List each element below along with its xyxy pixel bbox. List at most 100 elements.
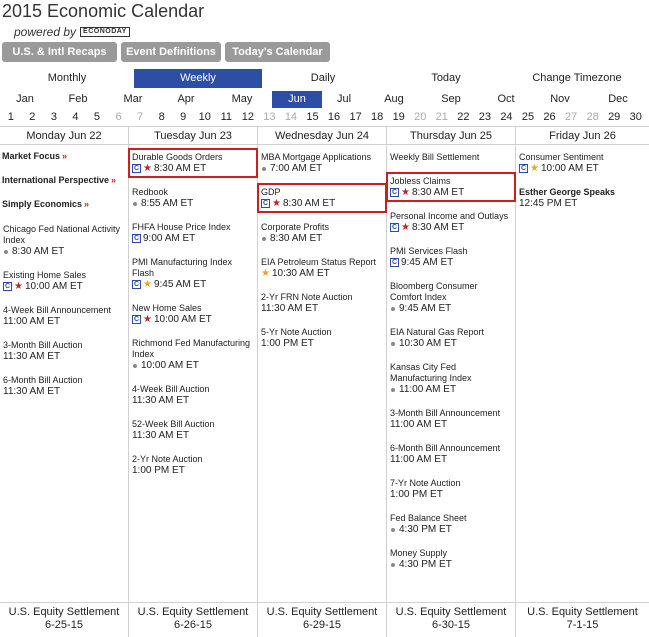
event-name[interactable]: GDP — [261, 187, 281, 197]
calendar-event[interactable]: Personal Income and Outlays C ★ 8:30 AM ET — [389, 210, 513, 234]
settlement-footer[interactable]: U.S. Equity Settlement 6-25-15 — [0, 602, 129, 637]
econoday-logo[interactable]: ECONODAY — [80, 27, 130, 37]
calendar-event[interactable]: Chicago Fed National Activity Index 8:30 … — [2, 223, 126, 258]
consensus-icon[interactable]: C — [519, 164, 528, 173]
day-30[interactable]: 30 — [629, 111, 642, 123]
month-sep[interactable]: Sep — [441, 93, 461, 105]
day-column-header[interactable]: Tuesday Jun 23 — [129, 127, 257, 145]
event-name[interactable]: 3-Month Bill Auction — [3, 340, 83, 350]
event-name[interactable]: 6-Month Bill Auction — [3, 375, 83, 385]
event-name[interactable]: New Home Sales — [132, 303, 202, 313]
event-name[interactable]: Durable Goods Orders — [132, 152, 223, 162]
event-name[interactable]: MBA Mortgage Applications — [261, 152, 372, 162]
day-12[interactable]: 12 — [241, 111, 254, 123]
calendar-event[interactable]: Fed Balance Sheet 4:30 PM ET — [389, 512, 513, 536]
settlement-footer[interactable]: U.S. Equity Settlement 6-30-15 — [387, 602, 516, 637]
day-21[interactable]: 21 — [435, 111, 448, 123]
highlighted-event[interactable]: GDP C ★ 8:30 AM ET — [257, 183, 387, 213]
day-20[interactable]: 20 — [414, 111, 427, 123]
event-name[interactable]: Kansas City Fed Manufacturing Index — [390, 362, 472, 383]
consensus-icon[interactable]: C — [390, 188, 399, 197]
calendar-event[interactable]: Redbook 8:55 AM ET — [131, 186, 255, 210]
day-8[interactable]: 8 — [158, 111, 165, 123]
event-name[interactable]: Fed Balance Sheet — [390, 513, 467, 523]
market-link-label[interactable]: International Perspective — [2, 175, 110, 185]
event-name[interactable]: Money Supply — [390, 548, 448, 558]
todays-calendar-button[interactable]: Today's Calendar — [225, 42, 330, 62]
day-column-header[interactable]: Monday Jun 22 — [0, 127, 128, 145]
day-23[interactable]: 23 — [478, 111, 492, 123]
event-name[interactable]: Bloomberg Consumer Comfort Index — [390, 281, 478, 302]
day-6[interactable]: 6 — [115, 111, 122, 123]
calendar-event[interactable]: Existing Home Sales C ★ 10:00 AM ET — [2, 269, 126, 293]
day-29[interactable]: 29 — [608, 111, 621, 123]
change-timezone-link[interactable]: Change Timezone — [532, 72, 622, 84]
day-19[interactable]: 19 — [392, 111, 405, 123]
month-apr[interactable]: Apr — [177, 93, 195, 105]
calendar-event[interactable]: PMI Manufacturing Index Flash C ★ 9:45 AM E… — [131, 256, 255, 291]
consensus-icon[interactable]: C — [132, 280, 141, 289]
day-10[interactable]: 10 — [198, 111, 211, 123]
calendar-event[interactable]: 6-Month Bill Auction 11:30 AM ET — [2, 374, 126, 398]
calendar-event[interactable]: 4-Week Bill Announcement 11:00 AM ET — [2, 304, 126, 328]
event-name[interactable]: Personal Income and Outlays — [390, 211, 509, 221]
calendar-event[interactable]: 3-Month Bill Auction 11:30 AM ET — [2, 339, 126, 363]
event-name[interactable]: Consumer Sentiment — [519, 152, 604, 162]
calendar-event[interactable]: FHFA House Price Index C 9:00 AM ET — [131, 221, 255, 245]
month-dec[interactable]: Dec — [608, 93, 628, 105]
day-17[interactable]: 17 — [349, 111, 362, 123]
consensus-icon[interactable]: C — [261, 199, 270, 208]
calendar-event[interactable]: Money Supply 4:30 PM ET — [389, 547, 513, 571]
market-link-label[interactable]: Simply Economics — [2, 199, 83, 209]
event-name[interactable]: 7-Yr Note Auction — [390, 478, 461, 488]
tab-weekly[interactable]: Weekly — [134, 69, 262, 88]
day-7[interactable]: 7 — [137, 111, 144, 123]
month-nov[interactable]: Nov — [550, 93, 570, 105]
day-25[interactable]: 25 — [521, 111, 535, 123]
month-jun[interactable]: Jun — [272, 91, 322, 108]
consensus-icon[interactable]: C — [390, 258, 399, 267]
consensus-icon[interactable]: C — [3, 282, 12, 291]
month-mar[interactable]: Mar — [123, 93, 143, 105]
event-name[interactable]: PMI Services Flash — [390, 246, 468, 256]
day-column-header[interactable]: Friday Jun 26 — [516, 127, 649, 145]
calendar-event[interactable]: 3-Month Bill Announcement 11:00 AM ET — [389, 407, 513, 431]
calendar-event[interactable]: 52-Week Bill Auction 11:30 AM ET — [131, 418, 255, 442]
day-14[interactable]: 14 — [284, 111, 298, 123]
event-name[interactable]: EIA Natural Gas Report — [390, 327, 485, 337]
calendar-event[interactable]: Bloomberg Consumer Comfort Index 9:45 AM … — [389, 280, 513, 315]
month-jul[interactable]: Jul — [336, 93, 352, 105]
day-column-header[interactable]: Thursday Jun 25 — [387, 127, 515, 145]
calendar-event[interactable]: Corporate Profits 8:30 AM ET — [260, 221, 384, 245]
day-15[interactable]: 15 — [306, 111, 319, 123]
day-24[interactable]: 24 — [500, 111, 513, 123]
market-link-label[interactable]: Market Focus — [2, 151, 61, 161]
consensus-icon[interactable]: C — [132, 234, 141, 243]
day-9[interactable]: 9 — [180, 111, 187, 123]
event-name[interactable]: 3-Month Bill Announcement — [390, 408, 501, 418]
day-26[interactable]: 26 — [543, 111, 556, 123]
tab-monthly[interactable]: Monthly — [47, 72, 87, 84]
month-feb[interactable]: Feb — [68, 93, 88, 105]
day-3[interactable]: 3 — [50, 111, 57, 123]
event-name[interactable]: 6-Month Bill Announcement — [390, 443, 501, 453]
event-name[interactable]: PMI Manufacturing Index Flash — [132, 257, 233, 278]
day-11[interactable]: 11 — [220, 111, 232, 123]
consensus-icon[interactable]: C — [132, 164, 141, 173]
event-name[interactable]: 2-Yr Note Auction — [132, 454, 203, 464]
tab-daily[interactable]: Daily — [310, 72, 336, 84]
day-4[interactable]: 4 — [72, 111, 79, 123]
day-22[interactable]: 22 — [457, 111, 470, 123]
highlighted-event[interactable]: Jobless Claims C ★ 8:30 AM ET — [386, 172, 516, 202]
tab-today[interactable]: Today — [431, 72, 461, 84]
calendar-event[interactable]: Esther George Speaks 12:45 PM ET — [518, 186, 647, 210]
month-may[interactable]: May — [231, 93, 253, 105]
event-name[interactable]: Jobless Claims — [390, 176, 451, 186]
event-name[interactable]: 5-Yr Note Auction — [261, 327, 332, 337]
recaps-button[interactable]: U.S. & Intl Recaps — [2, 42, 117, 62]
market-link[interactable]: Market Focus» — [2, 151, 126, 161]
calendar-event[interactable]: MBA Mortgage Applications 7:00 AM ET — [260, 151, 384, 175]
event-name[interactable]: Chicago Fed National Activity Index — [3, 224, 121, 245]
market-link[interactable]: International Perspective» — [2, 175, 126, 185]
day-13[interactable]: 13 — [263, 111, 276, 123]
